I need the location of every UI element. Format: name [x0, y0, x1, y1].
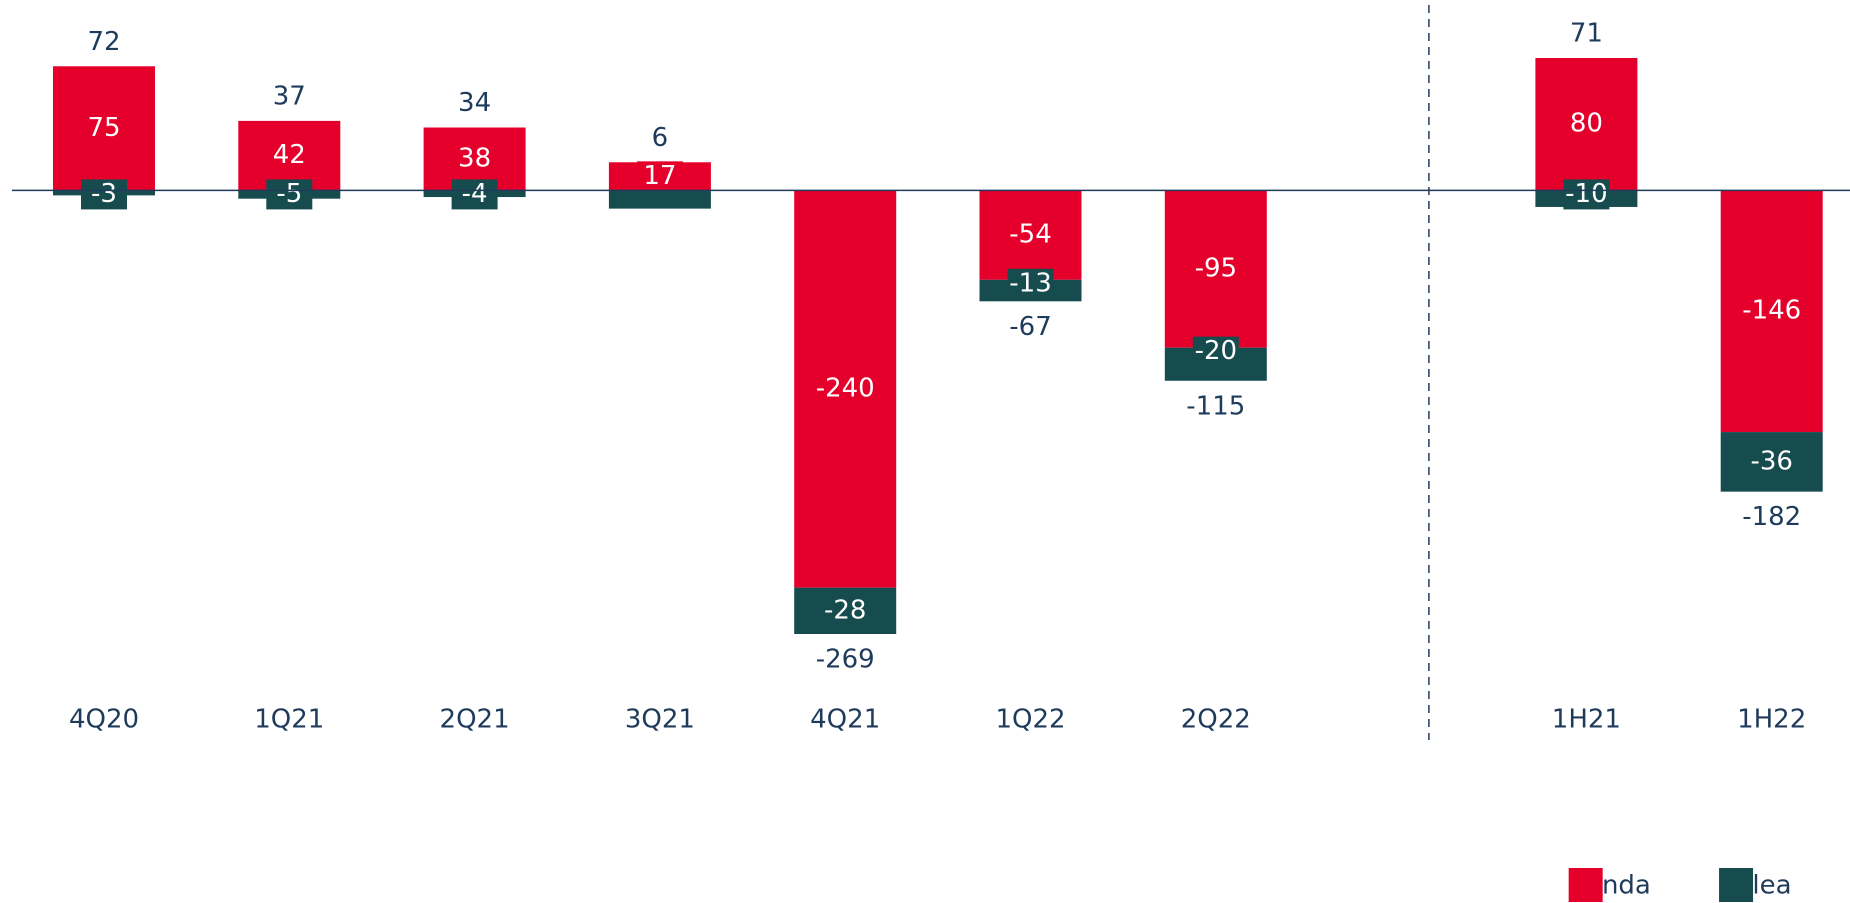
- total-label: -269: [816, 645, 875, 675]
- label-box: [266, 179, 313, 210]
- bar-segment: [608, 190, 711, 209]
- label-box: [1563, 179, 1610, 210]
- bar-segment: [1535, 58, 1638, 191]
- bar-segment: [979, 190, 1082, 280]
- legend-swatch: [1719, 868, 1754, 902]
- label-box: [1007, 268, 1054, 299]
- x-tick-label: 4Q21: [810, 705, 880, 735]
- legend-swatch: [1568, 868, 1603, 902]
- value-label: 38: [458, 143, 491, 173]
- label-box: [451, 179, 498, 210]
- x-tick-label: 4Q20: [69, 705, 139, 735]
- value-label: -146: [1742, 296, 1801, 326]
- bar-segment: [1720, 432, 1823, 492]
- value-label: -28: [824, 595, 866, 625]
- value-label: -13: [1009, 268, 1051, 298]
- value-label: 17: [643, 161, 676, 191]
- bar-segment: [53, 66, 155, 191]
- total-label: 34: [458, 88, 491, 118]
- total-label: -67: [1009, 312, 1051, 342]
- value-label: -10: [1565, 179, 1607, 209]
- bar-segment: [794, 190, 897, 588]
- value-label: -54: [1009, 220, 1051, 250]
- bar-segment: [1164, 190, 1267, 348]
- bar-segment: [1720, 190, 1823, 433]
- x-tick-label: 2Q22: [1181, 705, 1251, 735]
- x-tick-label: 1Q21: [254, 705, 324, 735]
- label-box: [636, 161, 683, 192]
- value-label: -240: [816, 374, 875, 404]
- value-label: -36: [1750, 446, 1792, 476]
- x-tick-label: 2Q21: [440, 705, 510, 735]
- x-tick-label: 3Q21: [625, 705, 695, 735]
- value-label: -4: [462, 179, 488, 209]
- bar-segment: [794, 587, 897, 634]
- x-tick-label: 1Q22: [995, 705, 1065, 735]
- label-box: [1192, 336, 1239, 367]
- label-box: [81, 179, 127, 210]
- x-tick-label: 1H22: [1737, 705, 1806, 735]
- bar-segment: [238, 120, 341, 191]
- value-label: 75: [87, 113, 120, 143]
- value-label: -95: [1195, 254, 1237, 284]
- total-label: 6: [652, 123, 669, 153]
- total-label: -115: [1186, 391, 1245, 421]
- x-tick-label: 1H21: [1552, 705, 1621, 735]
- value-label: -20: [1195, 336, 1237, 366]
- total-label: 72: [87, 27, 120, 57]
- value-label: 42: [273, 140, 306, 170]
- total-label: 37: [273, 81, 306, 111]
- value-label: -3: [91, 179, 117, 209]
- total-label: -182: [1742, 502, 1801, 532]
- value-label: -5: [276, 179, 302, 209]
- total-label: 71: [1570, 19, 1603, 49]
- value-label: 80: [1570, 109, 1603, 139]
